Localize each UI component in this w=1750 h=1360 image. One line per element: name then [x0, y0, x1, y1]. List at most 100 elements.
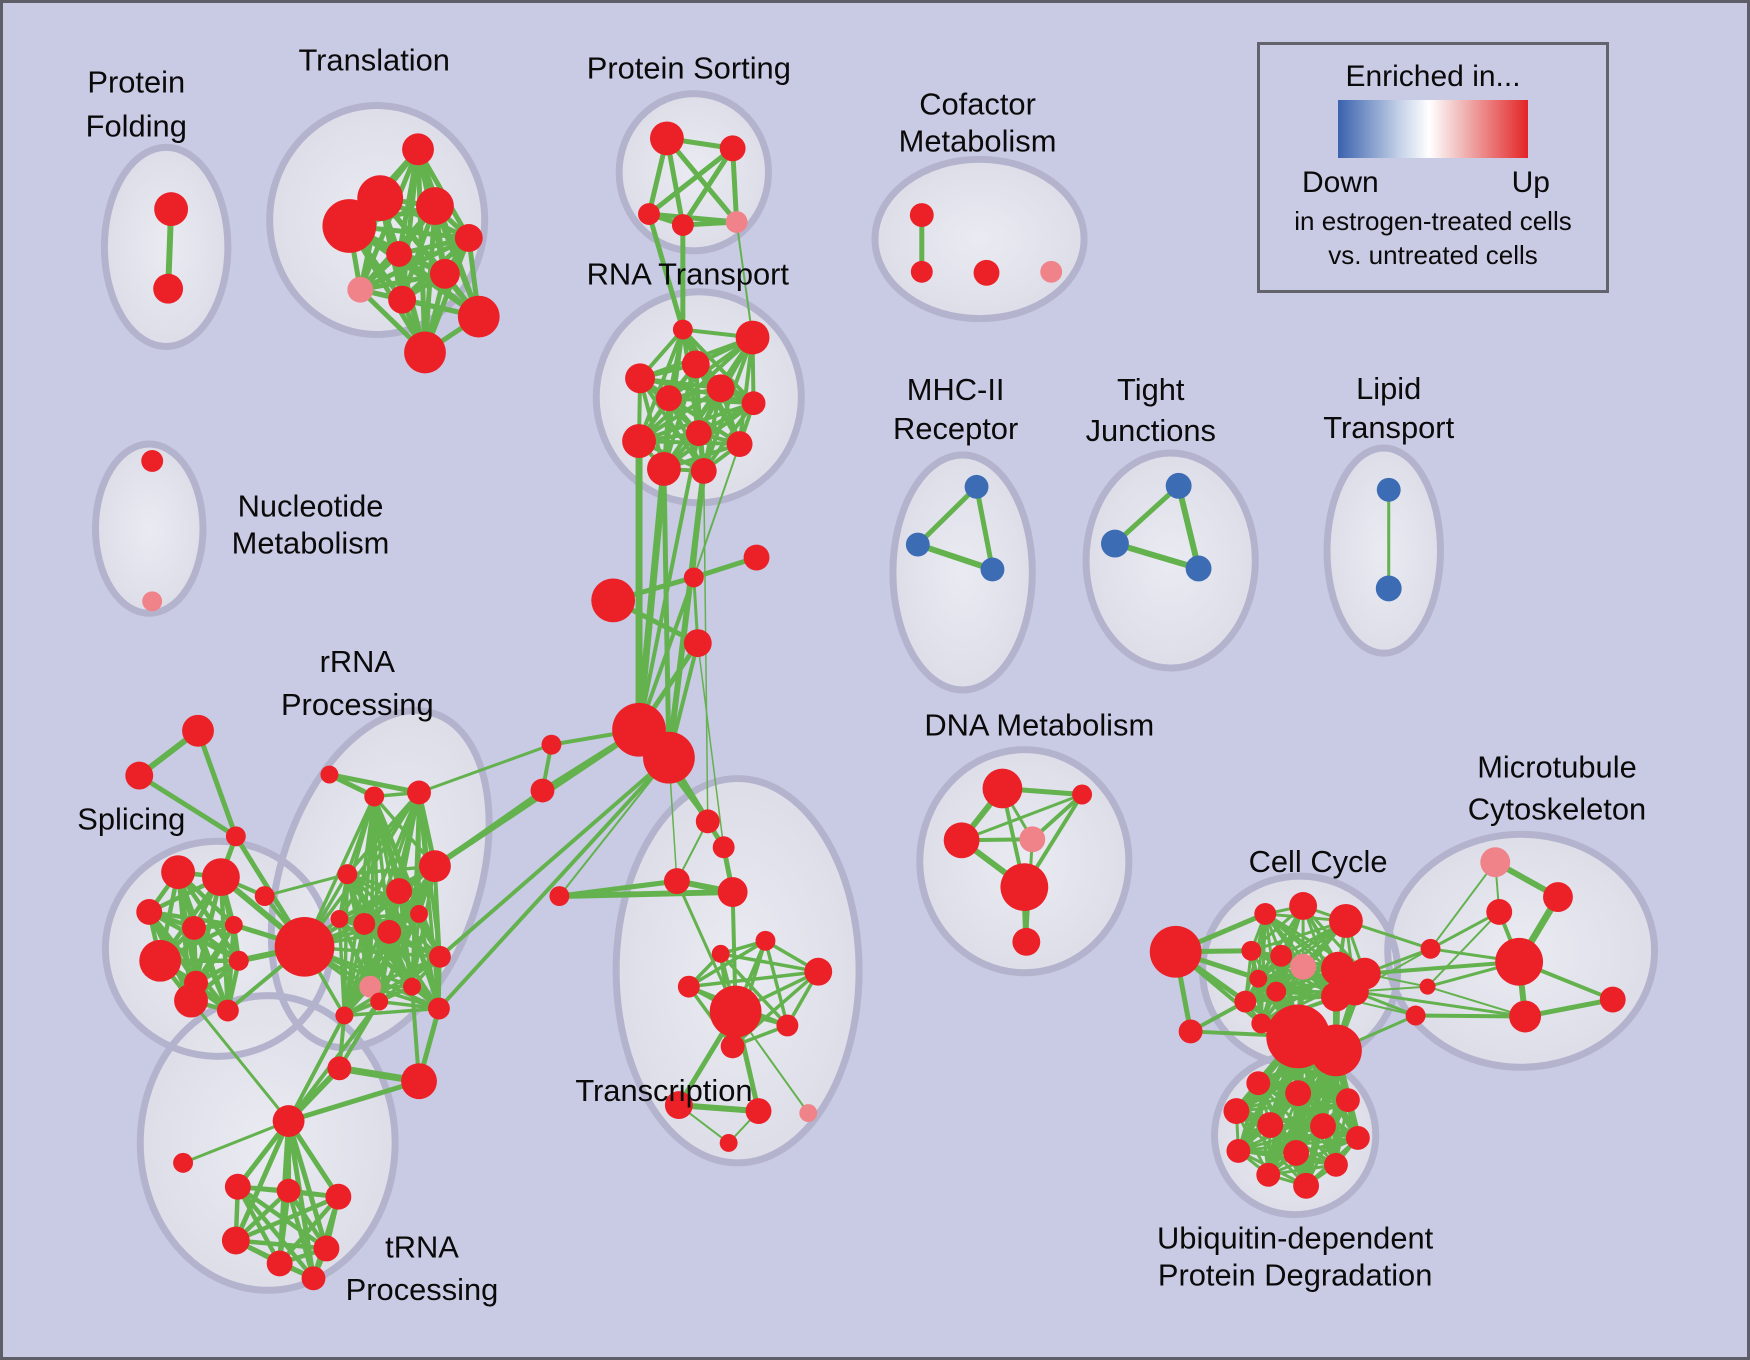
node-tx1 — [695, 809, 720, 834]
node-cc9 — [1266, 981, 1287, 1002]
edge — [372, 795, 442, 958]
cluster-label-microtubule-cytoskeleton: Cytoskeleton — [1468, 791, 1646, 826]
cluster-label-nucleotide-metabolism: Metabolism — [232, 526, 390, 561]
node-u2 — [1285, 1080, 1312, 1107]
cluster-label-lipid-transport: Transport — [1323, 410, 1454, 445]
edge — [635, 468, 668, 731]
node-tx2 — [712, 836, 735, 859]
node-mt2 — [1486, 899, 1513, 925]
node-h2 — [683, 567, 704, 588]
node-tr1 — [224, 1173, 251, 1200]
node-pf2 — [153, 273, 184, 304]
node-t1 — [402, 133, 434, 166]
node-r8 — [685, 420, 712, 447]
node-d4 — [1019, 826, 1046, 853]
legend-caption: in estrogen-treated cells vs. untreated … — [1260, 204, 1606, 272]
node-rrp — [359, 975, 382, 998]
edge — [961, 793, 1083, 842]
edge — [1354, 990, 1526, 1018]
cluster-ellipse-lipid-transport — [1323, 444, 1444, 657]
cluster-label-trna-processing: tRNA — [385, 1229, 459, 1264]
edge — [1427, 985, 1526, 1018]
edge — [369, 955, 441, 989]
node-d2 — [1072, 784, 1093, 805]
edge — [418, 743, 552, 794]
edge — [687, 939, 767, 989]
node-tx13 — [745, 1098, 772, 1125]
node-tx7 — [804, 957, 833, 986]
cluster-fill-nucleotide-metabolism — [95, 444, 203, 614]
node-c2 — [910, 260, 933, 283]
node-cc2 — [1289, 892, 1318, 920]
cluster-label-dna-metabolism: DNA Metabolism — [924, 708, 1154, 743]
edge — [234, 1194, 340, 1243]
node-s10 — [216, 999, 239, 1022]
cluster-label-protein-folding: Protein — [87, 65, 185, 100]
node-t4 — [322, 199, 377, 253]
node-tx5 — [755, 930, 776, 951]
node-ti — [173, 1152, 194, 1173]
node-cc8 — [1249, 969, 1268, 988]
node-c1 — [909, 203, 934, 228]
edge — [668, 396, 754, 406]
node-r1 — [672, 319, 693, 340]
node-cc4 — [1241, 940, 1262, 961]
cluster-ellipse-translation — [266, 102, 489, 339]
edge — [719, 952, 789, 1027]
cluster-ellipse-cofactor-metabolism — [871, 155, 1088, 323]
edge — [916, 541, 994, 573]
edge — [346, 872, 420, 916]
node-s2 — [201, 858, 240, 897]
node-cn2 — [1419, 978, 1436, 995]
node-tr3 — [325, 1183, 352, 1210]
node-r4 — [625, 363, 655, 394]
node-ps1 — [649, 121, 684, 156]
node-ccL — [1149, 925, 1202, 978]
cluster-label-rna-transport: RNA Transport — [587, 257, 790, 292]
edge — [702, 402, 756, 473]
node-s9 — [174, 983, 208, 1018]
edge — [639, 376, 754, 406]
node-tx8 — [677, 975, 700, 998]
cluster-label-protein-sorting: Protein Sorting — [587, 51, 791, 86]
node-u5 — [1257, 1112, 1284, 1138]
node-d6 — [1012, 927, 1041, 956]
edge — [1415, 1013, 1526, 1019]
cluster-label-lipid-transport: Lipid — [1356, 371, 1421, 406]
node-s1 — [161, 855, 196, 890]
node-u10 — [1324, 1152, 1348, 1177]
cluster-ellipse-tight-junctions — [1082, 449, 1259, 672]
node-rr4 — [419, 850, 451, 883]
cluster-fill-protein-folding — [104, 147, 228, 347]
cluster-label-protein-folding: Folding — [86, 108, 187, 143]
node-s6 — [139, 939, 182, 982]
edge — [235, 1185, 282, 1265]
node-txp — [799, 1104, 818, 1123]
node-m2 — [905, 532, 930, 557]
legend-gradient-bar — [1338, 100, 1528, 158]
edge — [1364, 959, 1520, 976]
edge — [277, 1195, 341, 1265]
cluster-label-mhc-ii-receptor: MHC-II — [907, 372, 1005, 407]
edge — [559, 889, 733, 900]
node-trib — [125, 761, 154, 790]
cluster-ellipse-trna-processing — [136, 992, 399, 1294]
node-tx4 — [717, 877, 748, 907]
node-mt1 — [1543, 882, 1573, 912]
node-tr4 — [221, 1226, 250, 1255]
node-ccb2 — [1310, 1024, 1362, 1077]
edge — [369, 984, 440, 1011]
node-txhub — [709, 985, 762, 1038]
node-rr18 — [335, 1006, 354, 1025]
edge — [974, 486, 995, 570]
edge — [303, 791, 421, 948]
edge — [680, 147, 735, 227]
node-tria — [182, 714, 214, 747]
node-rr7 — [330, 909, 349, 928]
node-r9 — [622, 424, 656, 458]
node-r3 — [681, 350, 710, 379]
node-rr20 — [401, 1063, 437, 1100]
node-h1 — [591, 578, 636, 623]
edge — [720, 952, 819, 974]
node-u4 — [1223, 1098, 1250, 1125]
